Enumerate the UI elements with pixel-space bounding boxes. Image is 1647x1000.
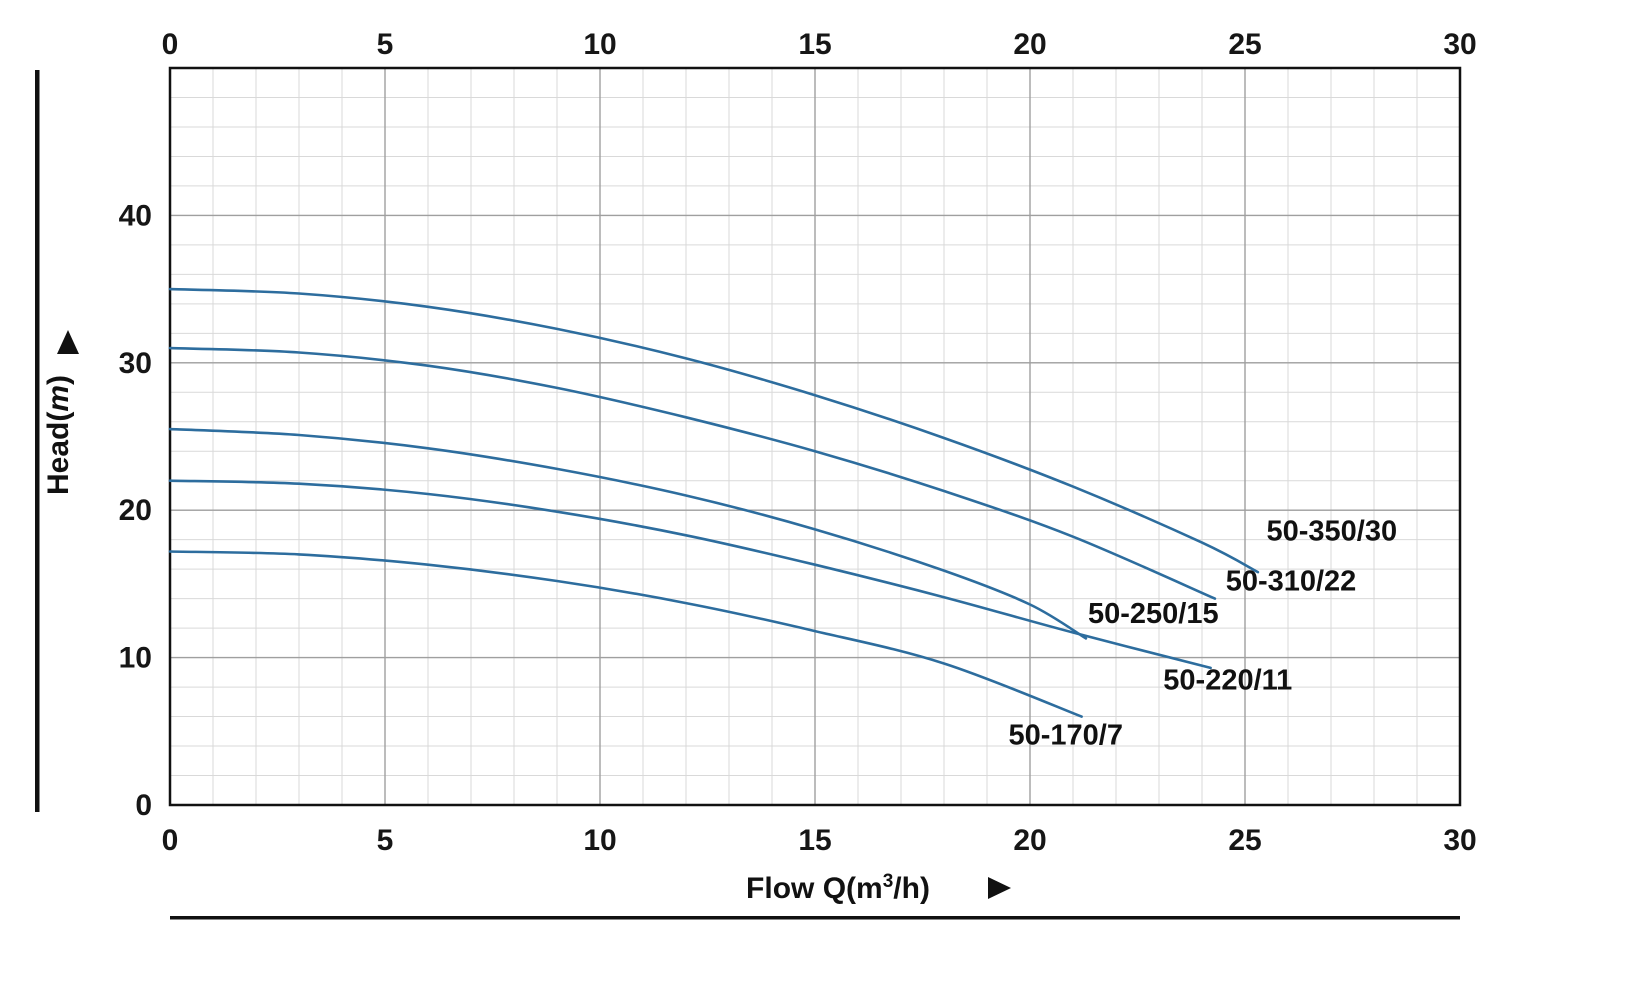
- curve-50-250/15: [168, 427, 1088, 640]
- x-tick-bottom: 10: [583, 824, 616, 857]
- series-label-50-350/30: 50-350/30: [1267, 515, 1398, 547]
- x-tick-bottom: 30: [1443, 824, 1476, 857]
- series-label-50-170/7: 50-170/7: [1009, 720, 1124, 752]
- series-label-50-310/22: 50-310/22: [1226, 566, 1357, 598]
- curve-50-310/22: [168, 346, 1217, 600]
- up-arrow-icon: [57, 330, 79, 354]
- x-tick-top: 5: [377, 28, 394, 61]
- curve-50-350/30: [168, 287, 1260, 574]
- x-axis-title: Flow Q(m3/h): [746, 871, 930, 905]
- x-tick-top: 15: [798, 28, 831, 61]
- x-tick-bottom: 0: [162, 824, 179, 857]
- y-axis-title: Head(m): [42, 375, 75, 495]
- x-tick-bottom: 15: [798, 824, 831, 857]
- x-tick-top: 25: [1228, 28, 1261, 61]
- x-tick-top: 30: [1443, 28, 1476, 61]
- y-tick: 10: [119, 642, 152, 675]
- curves: [168, 287, 1260, 718]
- x-tick-top: 0: [162, 28, 179, 61]
- plot-frame: [168, 66, 1462, 807]
- x-tick-bottom: 25: [1228, 824, 1261, 857]
- y-tick: 30: [119, 347, 152, 380]
- series-label-50-220/11: 50-220/11: [1163, 664, 1292, 696]
- curve-50-220/11: [168, 479, 1212, 670]
- series-label-50-250/15: 50-250/15: [1088, 598, 1219, 630]
- y-tick-labels: 0 10 20 30 40: [119, 199, 152, 822]
- y-tick: 40: [119, 199, 152, 232]
- left-axis-bar: [35, 70, 40, 812]
- y-tick: 20: [119, 494, 152, 527]
- x-tick-top: 20: [1013, 28, 1046, 61]
- x-tick-labels: 0 0 5 5 10 10 15 15 20 20 25 25 30 30: [162, 28, 1477, 857]
- x-tick-top: 10: [583, 28, 616, 61]
- bottom-axis-bar: [170, 916, 1460, 920]
- y-tick: 0: [135, 789, 152, 822]
- curve-50-170/7: [168, 550, 1083, 718]
- x-tick-bottom: 5: [377, 824, 394, 857]
- right-arrow-icon: [988, 877, 1011, 899]
- x-tick-bottom: 20: [1013, 824, 1046, 857]
